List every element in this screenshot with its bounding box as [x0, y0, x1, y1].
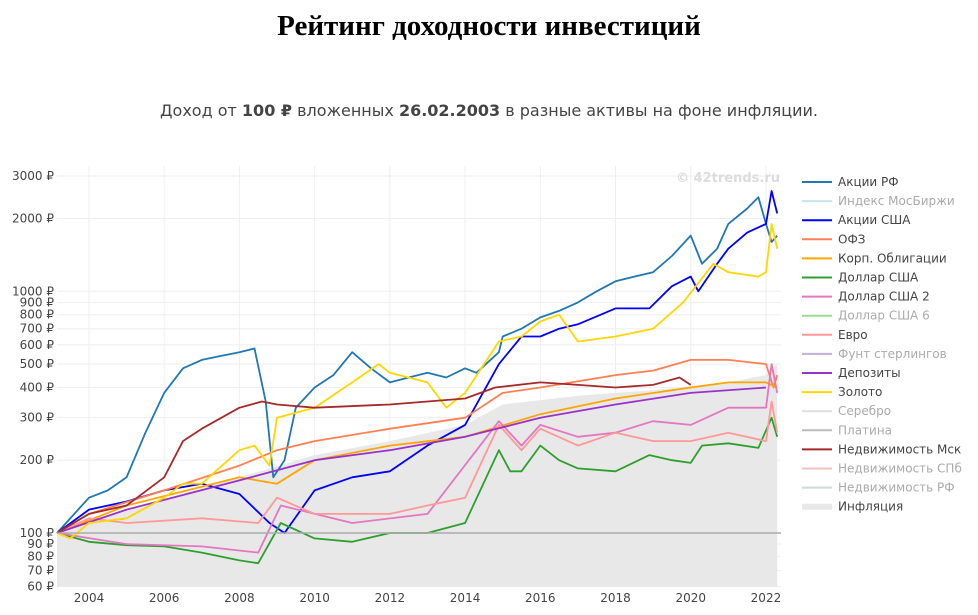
- legend-label: Акции США: [838, 213, 911, 227]
- chart-title: Рейтинг доходности инвестиций: [277, 10, 701, 42]
- x-tick-label: 2020: [675, 591, 706, 605]
- watermark: © 42trends.ru: [676, 171, 780, 186]
- y-tick-label: 600 ₽: [20, 338, 55, 352]
- series-line-Золото: [56, 222, 779, 540]
- legend-item[interactable]: Евро: [802, 328, 868, 342]
- legend-item[interactable]: Индекс МосБиржи: [802, 194, 955, 208]
- legend-label: ОФЗ: [838, 232, 865, 246]
- legend-label: Золото: [838, 385, 882, 399]
- y-tick-label: 100 ₽: [20, 526, 55, 540]
- legend-item[interactable]: ОФЗ: [802, 232, 865, 246]
- legend-label: Доллар США: [838, 271, 919, 285]
- series-line-ОФЗ: [56, 358, 779, 534]
- inflation-area: [57, 364, 778, 587]
- legend-label: Евро: [838, 328, 868, 342]
- x-tick-label: 2014: [450, 591, 481, 605]
- legend-item[interactable]: Золото: [802, 385, 882, 399]
- y-tick-label: 70 ₽: [27, 563, 54, 577]
- x-tick-label: 2016: [525, 591, 556, 605]
- x-tick-label: 2022: [751, 591, 782, 605]
- y-tick-label: 700 ₽: [20, 322, 55, 336]
- x-tick-label: 2006: [149, 591, 180, 605]
- legend-label: Фунт стерлингов: [838, 347, 947, 361]
- legend-label: Платина: [838, 423, 892, 437]
- axes: 3000 ₽ 2000 ₽ 1000 ₽900 ₽800 ₽700 ₽ 600 ₽ 50…: [12, 169, 781, 605]
- series-line-Доллар США: [56, 416, 779, 565]
- y-tick-label: 400 ₽: [20, 380, 55, 394]
- subtitle-text: вложенных: [292, 101, 399, 120]
- y-tick-label: 1000 ₽: [12, 284, 54, 298]
- legend-label: Доллар США 6: [838, 309, 930, 323]
- subtitle-text: Доход от: [160, 101, 242, 120]
- legend[interactable]: Акции РФ Индекс МосБиржи Акции США ОФЗ Корп.…: [802, 175, 962, 514]
- x-tick-label: 2008: [224, 591, 255, 605]
- legend-item[interactable]: Недвижимость Мск: [802, 442, 961, 456]
- legend-item[interactable]: Фунт стерлингов: [802, 347, 947, 361]
- legend-label: Недвижимость РФ: [838, 481, 955, 495]
- y-tick-label: 200 ₽: [20, 453, 55, 467]
- legend-label: Недвижимость Мск: [838, 442, 961, 456]
- legend-item[interactable]: Акции США: [802, 213, 911, 227]
- series-line-Евро: [56, 400, 779, 534]
- subtitle-date: 26.02.2003: [398, 101, 501, 120]
- legend-label: Депозиты: [838, 366, 901, 380]
- y-tick-label: 800 ₽: [20, 308, 55, 322]
- legend-item[interactable]: Недвижимость СПб: [802, 462, 962, 476]
- y-tick-label: 3000 ₽: [12, 169, 54, 183]
- series-line-Доллар США 2: [56, 363, 779, 554]
- legend-item[interactable]: Корп. Облигации: [802, 251, 947, 265]
- y-tick-label: 500 ₽: [20, 357, 55, 371]
- subtitle-text: в разные активы на фоне инфляции.: [500, 101, 818, 120]
- series-line-Акции РФ: [56, 196, 778, 534]
- y-tick-label: 90 ₽: [27, 537, 54, 551]
- x-tick-label: 2010: [299, 591, 330, 605]
- series-line-Депозиты: [56, 386, 767, 534]
- legend-item[interactable]: Акции РФ: [802, 175, 899, 189]
- subtitle-amount: 100 ₽: [241, 101, 293, 120]
- legend-label: Корп. Облигации: [838, 251, 947, 265]
- legend-label: Акции РФ: [838, 175, 899, 189]
- y-tick-label: 60 ₽: [27, 580, 54, 594]
- legend-item[interactable]: Инфляция: [802, 500, 903, 514]
- x-tick-label: 2004: [74, 591, 105, 605]
- y-tick-label: 300 ₽: [20, 411, 55, 425]
- chart-subtitle: Доход от 100 ₽ вложенных 26.02.2003 в ра…: [0, 101, 978, 120]
- y-tick-label: 2000 ₽: [12, 212, 54, 226]
- legend-label: Недвижимость СПб: [838, 462, 962, 476]
- legend-label: Доллар США 2: [838, 290, 930, 304]
- series-line-Недвижимость Мск: [56, 376, 692, 534]
- x-tick-label: 2018: [600, 591, 631, 605]
- legend-label: Индекс МосБиржи: [838, 194, 955, 208]
- legend-item[interactable]: Недвижимость РФ: [802, 481, 955, 495]
- legend-item[interactable]: Доллар США 6: [802, 309, 930, 323]
- legend-item[interactable]: Платина: [802, 423, 892, 437]
- x-tick-label: 2012: [375, 591, 406, 605]
- series-lines: [56, 190, 781, 565]
- legend-item[interactable]: Депозиты: [802, 366, 901, 380]
- legend-item[interactable]: Доллар США 2: [802, 290, 930, 304]
- legend-label: Инфляция: [838, 500, 903, 514]
- y-tick-label: 900 ₽: [20, 295, 55, 309]
- legend-item[interactable]: Доллар США: [802, 271, 919, 285]
- y-tick-label: 80 ₽: [27, 549, 54, 563]
- inflation-area-fill: [57, 364, 778, 587]
- legend-item[interactable]: Серебро: [802, 404, 891, 418]
- legend-label: Серебро: [838, 404, 891, 418]
